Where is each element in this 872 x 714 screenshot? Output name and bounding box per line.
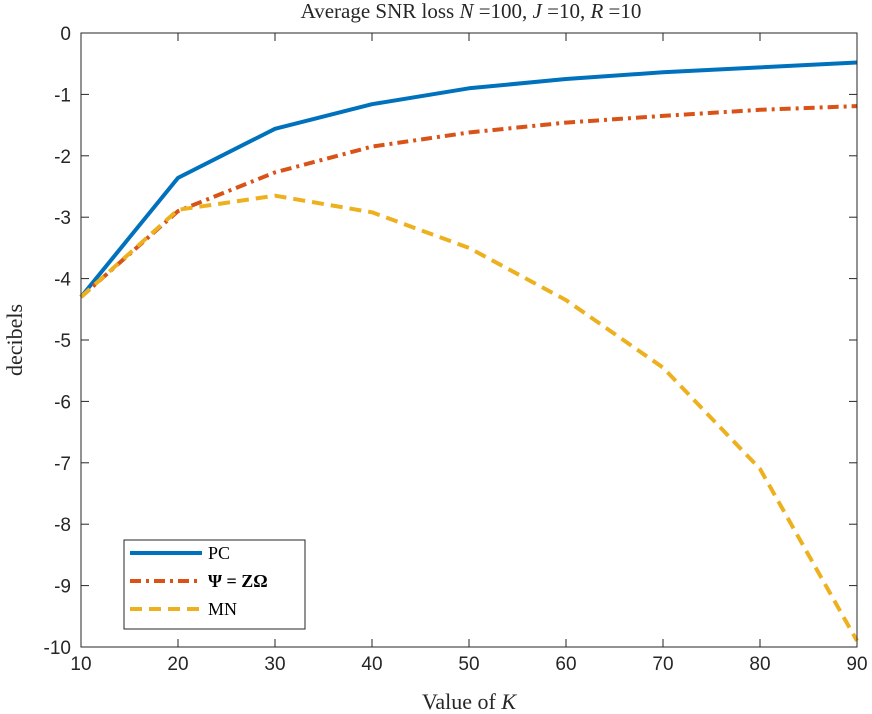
y-tick-label: -2 [54, 147, 71, 168]
title-n-value: =100, [473, 0, 532, 23]
x-tick-label: 50 [458, 654, 479, 675]
title-j-value: =10, [542, 0, 591, 23]
y-tick-label: 0 [60, 24, 71, 45]
axes-box [80, 32, 858, 648]
y-tick-label: -5 [54, 331, 71, 352]
series-line-0 [79, 60, 858, 299]
x-tick-label: 90 [846, 654, 867, 675]
x-tick-label: 20 [167, 654, 188, 675]
title-n-symbol: N [458, 0, 474, 23]
y-tick-label: -7 [54, 454, 71, 475]
series-line-1 [79, 104, 858, 299]
series-group [79, 60, 859, 642]
x-tick-label: 60 [555, 654, 576, 675]
title-r-value: =10 [603, 0, 641, 23]
x-axis-label: Value of K [422, 689, 517, 714]
y-tick-label: -3 [54, 208, 71, 229]
y-tick-label: -1 [54, 85, 71, 106]
y-axis-label: decibels [2, 304, 27, 376]
y-tick-label: -4 [54, 270, 71, 291]
x-axis-label-text: Value of [422, 689, 501, 714]
legend-label-pc: PC [208, 543, 230, 563]
legend-label-psi: Ψ = ZΩ [208, 571, 268, 591]
x-tick-label: 70 [652, 654, 673, 675]
title-r-symbol: R [589, 0, 603, 23]
x-tick-label: 30 [264, 654, 285, 675]
title-prefix: Average SNR loss [301, 0, 460, 23]
ticks-group: 10 20 30 40 50 60 70 80 90 0 -1 -2 -3 -4 -5 -6 -7 -8 -9 -10 [44, 24, 868, 675]
title-j-symbol: J [533, 0, 544, 23]
x-tick-label: 40 [361, 654, 382, 675]
y-tick-label: -6 [54, 392, 71, 413]
y-tick-label: -10 [44, 638, 71, 659]
legend-label-mn: MN [208, 599, 237, 619]
x-axis-label-symbol: K [500, 689, 517, 714]
legend: PC Ψ = ZΩ MN [123, 539, 306, 630]
x-tick-label: 10 [70, 654, 91, 675]
x-tick-label: 80 [749, 654, 770, 675]
y-tick-label: -9 [54, 577, 71, 598]
y-tick-label: -8 [54, 515, 71, 536]
chart-title: Average SNR loss N =100, J =10, R =10 [301, 0, 642, 23]
series-line-2 [79, 193, 859, 642]
